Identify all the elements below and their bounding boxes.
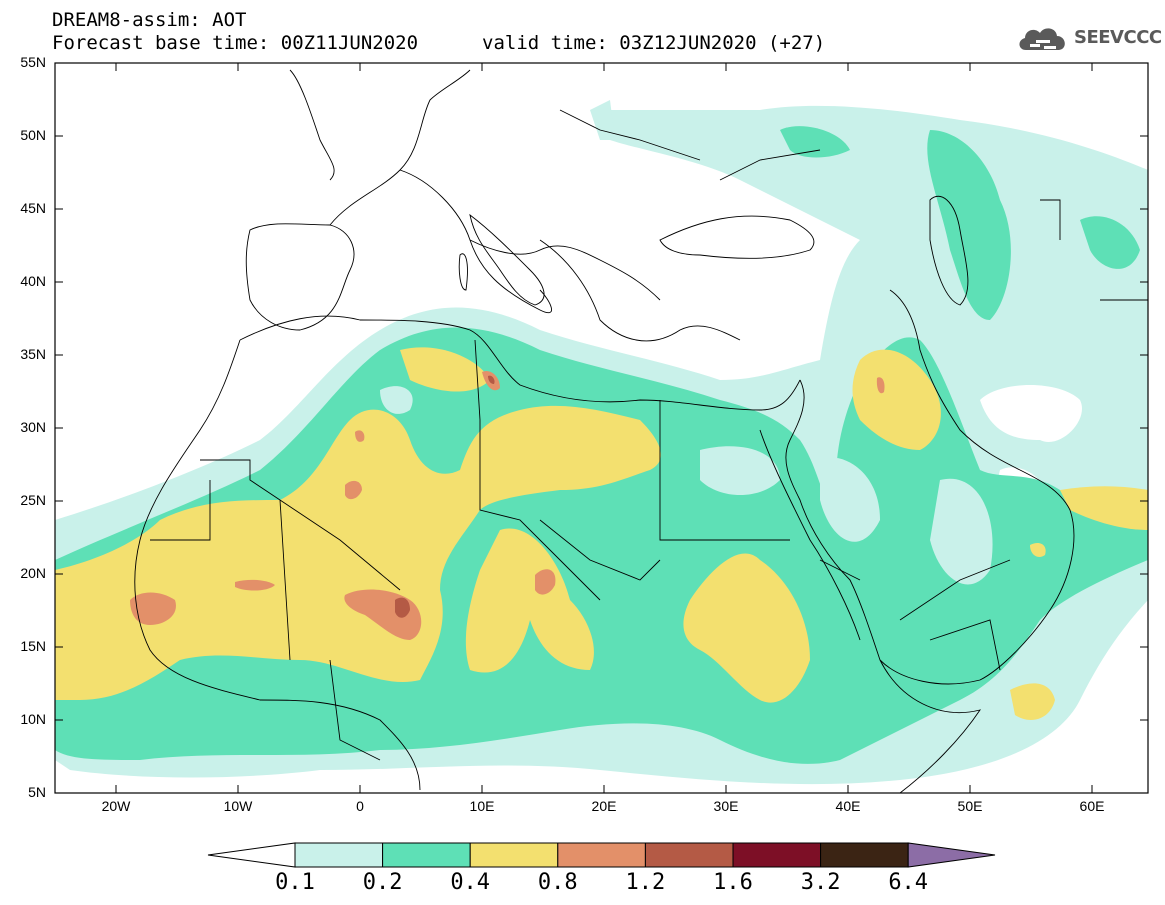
forecast-base-time: Forecast base time: 00Z11JUN2020 [52,32,419,54]
lat-tick-label: 30N [20,419,46,435]
cloud-icon [1019,28,1065,50]
lat-tick-label: 50N [20,127,46,143]
valid-time: valid time: 03Z12JUN2020 (+27) [482,32,826,54]
lon-tick-label: 0 [356,798,364,814]
lon-tick-label: 10E [469,798,495,814]
lat-tick-label: 45N [20,200,46,216]
lat-tick-label: 25N [20,492,46,508]
aot-shading [55,100,1148,785]
colorbar-label: 0.2 [362,870,403,895]
logo-label: SEEVCCC [1074,27,1162,48]
lon-tick-label: 30E [713,798,739,814]
lat-tick-label: 15N [20,638,46,654]
aot-band-0.1-north [590,100,615,140]
lon-tick-label: 20W [101,798,131,814]
colorbar-label: 0.1 [275,870,315,895]
colorbar-label: 0.4 [450,870,491,895]
lat-tick-label: 40N [20,273,46,289]
lon-tick-label: 60E [1079,798,1105,814]
lat-tick-label: 20N [20,565,46,581]
lat-tick-label: 55N [20,54,46,70]
lon-tick-label: 40E [835,798,861,814]
colorbar-label: 0.8 [537,870,578,895]
lon-tick-label: 50E [957,798,983,814]
lat-tick-label: 10N [20,711,46,727]
lon-tick-label: 10W [223,798,253,814]
colorbar-label: 6.4 [888,870,929,895]
colorbar-label: 3.2 [800,870,841,895]
colorbar-label: 1.2 [625,870,666,895]
lat-tick-label: 5N [28,784,46,800]
map-title: DREAM8-assim: AOT [52,9,247,31]
aot-band-0.8 [130,592,176,625]
lat-tick-label: 35N [20,346,46,362]
aot-band-0.2-north [927,130,1011,320]
boundaries [134,69,1148,793]
lon-tick-label: 20E [591,798,617,814]
colorbar-label: 1.6 [713,870,753,895]
aot-band-1.2 [395,597,410,618]
seevccc-logo: SEEVCCC [1016,22,1162,56]
aot-band-0.4 [55,405,661,700]
